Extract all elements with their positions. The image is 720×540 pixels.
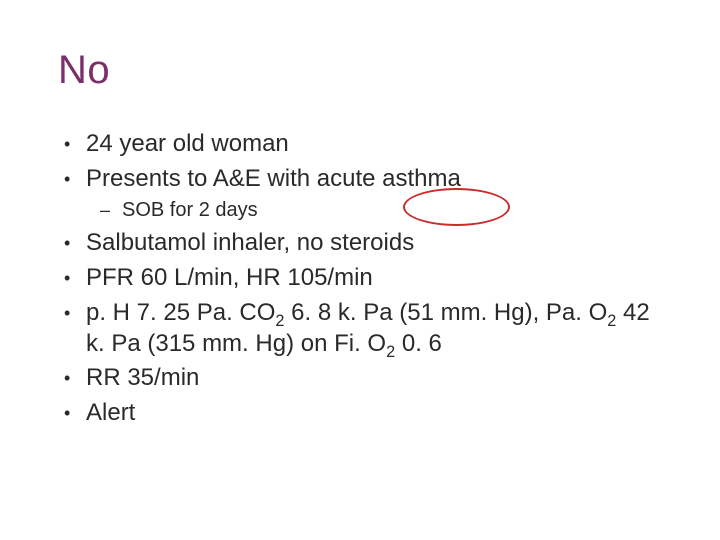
sub-bullet-item: SOB for 2 days [96,196,662,224]
bullet-item: PFR 60 L/min, HR 105/min [58,263,662,294]
bullet-item: 24 year old woman [58,129,662,160]
bullet-item: RR 35/min [58,363,662,394]
bullet-text: RR 35/min [86,364,199,391]
bullet-text: Alert [86,399,135,426]
slide: No 24 year old woman Presents to A&E with… [0,0,720,540]
bullet-list: 24 year old woman Presents to A&E with ac… [58,129,662,429]
bullet-text: Presents to A&E with acute asthma [86,165,461,192]
bullet-text: 24 year old woman [86,130,289,157]
slide-title: No [58,48,662,93]
bullet-item: p. H 7. 25 Pa. CO2 6. 8 k. Pa (51 mm. Hg… [58,298,662,359]
bullet-item: Alert [58,398,662,429]
sub-bullet-text: SOB for 2 days [122,199,258,221]
sub-bullet-list: SOB for 2 days [96,196,662,224]
bullet-text: Salbutamol inhaler, no steroids [86,229,414,256]
bullet-text: p. H 7. 25 Pa. CO2 6. 8 k. Pa (51 mm. Hg… [86,299,650,357]
bullet-item: Salbutamol inhaler, no steroids [58,228,662,259]
bullet-item: Presents to A&E with acute asthma SOB for… [58,164,662,225]
bullet-text: PFR 60 L/min, HR 105/min [86,264,373,291]
